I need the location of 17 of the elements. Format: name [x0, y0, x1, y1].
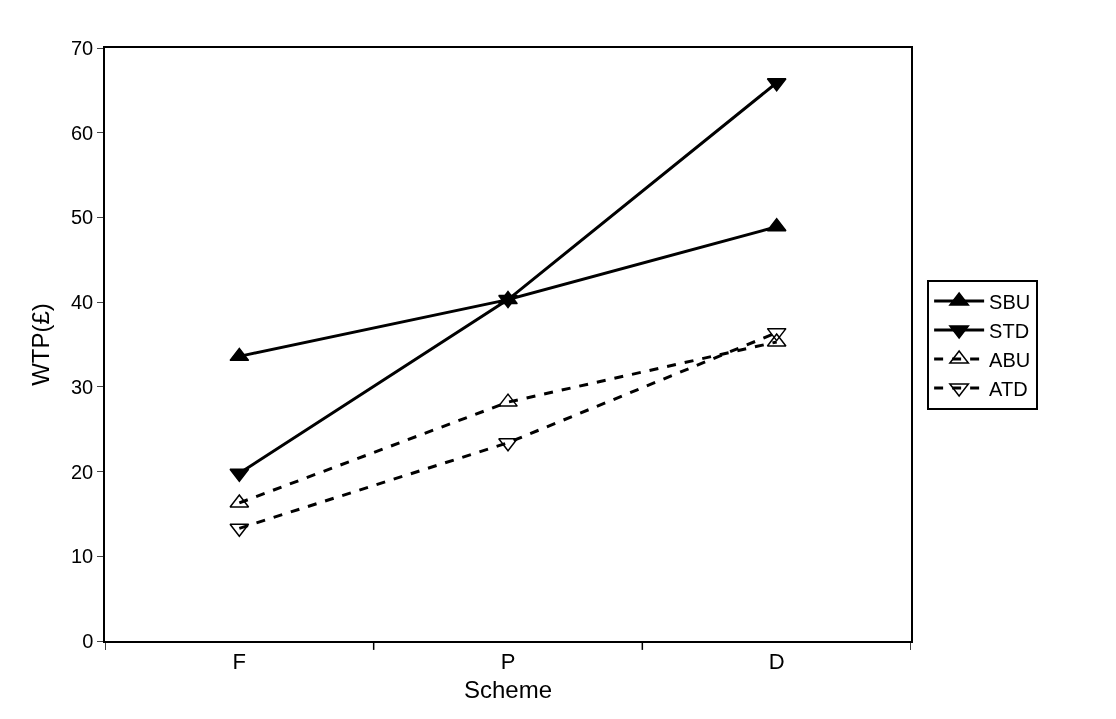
y-tick-label: 30	[71, 375, 94, 398]
legend-label: STD	[989, 319, 1030, 342]
y-tick-label: 70	[71, 37, 94, 59]
x-tick-label: P	[500, 649, 516, 675]
legend-label: ATD	[989, 377, 1028, 400]
y-tick-label: 0	[82, 630, 94, 652]
y-tick-label: 20	[71, 460, 94, 483]
y-tick-label: 50	[71, 206, 94, 229]
y-axis-title: WTP(£)	[26, 303, 54, 386]
x-axis-title: Scheme	[463, 675, 553, 703]
x-tick-label: F	[232, 649, 247, 675]
legend-label: ABU	[989, 348, 1031, 371]
y-tick-label: 10	[71, 545, 94, 568]
y-tick-label: 40	[71, 291, 94, 314]
y-tick-label: 60	[71, 121, 94, 144]
legend-label: SBU	[989, 290, 1031, 313]
x-tick-label: D	[768, 649, 785, 675]
